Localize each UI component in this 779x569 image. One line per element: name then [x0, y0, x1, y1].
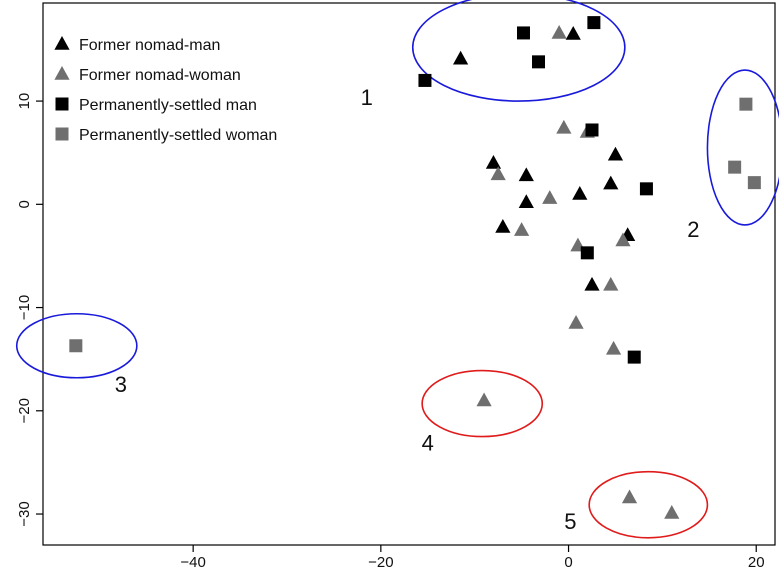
group-1-ellipse: [411, 0, 626, 102]
legend-label-1: Former nomad-man: [79, 37, 220, 54]
point-series-3-5: [585, 123, 599, 137]
point-series-3-3: [587, 16, 601, 30]
x-tick-label: 20: [748, 554, 765, 569]
point-series-4-3: [747, 176, 761, 190]
legend-label-3: Permanently-settled man: [79, 97, 257, 114]
point-series-2-1: [551, 24, 567, 39]
point-series-1-9: [495, 219, 511, 233]
point-series-4-1: [739, 97, 753, 111]
point-series-2-10: [568, 315, 584, 329]
legend-label-4: Permanently-settled woman: [79, 127, 277, 144]
group-4-label: 4: [422, 431, 434, 456]
point-series-2-2: [556, 119, 572, 134]
group-4-ellipse: [421, 369, 544, 438]
point-series-1-7: [603, 175, 619, 190]
point-series-3-6: [639, 182, 653, 196]
legend-marker-3: [55, 97, 69, 111]
point-series-1-11: [584, 276, 600, 291]
point-series-2-12: [476, 392, 492, 407]
point-series-3-1: [418, 73, 432, 87]
legend-marker-2: [54, 66, 70, 80]
point-series-3-8: [627, 350, 641, 364]
point-series-1-4: [518, 167, 534, 182]
x-tick-label: 0: [564, 554, 572, 569]
point-series-2-9: [603, 276, 619, 291]
point-series-3-2: [516, 26, 530, 40]
point-series-1-6: [572, 185, 588, 200]
point-series-2-11: [605, 340, 622, 355]
point-series-3-7: [580, 246, 594, 260]
point-series-2-14: [664, 504, 680, 519]
point-series-4-2: [728, 160, 742, 174]
group-2-ellipse: [706, 69, 779, 226]
point-series-1-8: [607, 146, 624, 161]
y-tick-label: −20: [16, 398, 33, 423]
point-series-1-1: [453, 50, 469, 65]
point-series-3-4: [532, 55, 546, 69]
group-2-label: 2: [687, 217, 699, 242]
y-tick-label: 10: [16, 93, 33, 110]
point-series-2-4: [490, 166, 506, 181]
group-labels: 1 2 3 4 5: [115, 85, 700, 534]
plot-frame: [42, 2, 776, 546]
group-5-label: 5: [564, 509, 576, 534]
y-tick-label: 0: [16, 200, 33, 208]
x-tick-label: −40: [180, 554, 205, 569]
group-3-label: 3: [115, 372, 127, 397]
point-series-2-5: [542, 190, 558, 204]
group-1-label: 1: [361, 85, 373, 110]
point-series-4-4: [69, 339, 83, 353]
point-series-2-6: [514, 222, 530, 236]
x-axis: −40 −20 0 20: [180, 545, 765, 569]
group-ellipses: [15, 0, 779, 539]
point-series-1-2: [565, 25, 581, 40]
point-series-2-13: [621, 489, 638, 504]
point-series-1-5: [518, 194, 534, 209]
legend: Former nomad-man Former nomad-woman Perman…: [54, 36, 277, 144]
group-5-ellipse: [588, 470, 709, 539]
group-3-ellipse: [15, 312, 138, 379]
y-tick-label: −30: [16, 501, 33, 526]
legend-marker-1: [54, 36, 70, 50]
point-series-1-3: [485, 155, 502, 169]
x-tick-label: −20: [368, 554, 393, 569]
y-axis: −30 −20 −10 0 10: [16, 93, 43, 527]
legend-marker-4: [55, 127, 69, 141]
legend-label-2: Former nomad-woman: [79, 67, 241, 84]
data-points: [69, 16, 761, 519]
y-tick-label: −10: [16, 295, 33, 320]
point-series-2-8: [615, 232, 631, 247]
